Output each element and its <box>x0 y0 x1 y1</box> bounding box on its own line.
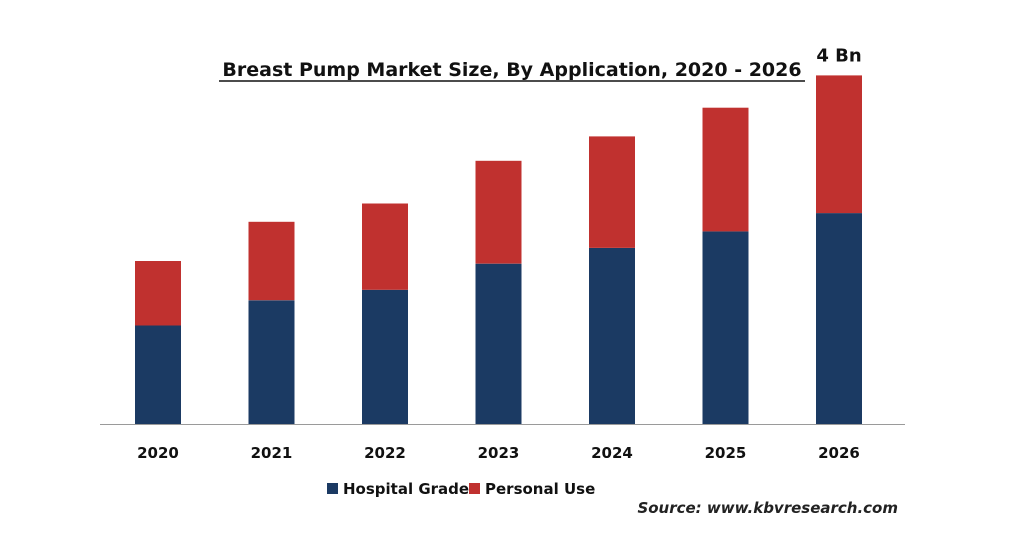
x-tick-label: 2024 <box>591 444 633 462</box>
data-label-annotation: 4 Bn <box>816 45 861 66</box>
x-ticks-group: 2020 2021 2022 2023 2024 2025 2026 <box>137 444 860 462</box>
x-tick-label: 2025 <box>705 444 747 462</box>
bar-hospital-grade-2020 <box>135 325 181 424</box>
x-tick-label: 2026 <box>818 444 860 462</box>
bar-personal-use-2021 <box>248 221 295 301</box>
annotations-group: 4 Bn <box>816 45 861 66</box>
bar-hospital-grade-2026 <box>816 213 862 424</box>
bar-personal-use-2022 <box>362 203 408 290</box>
legend-label-hospital-grade: Hospital Grade <box>343 480 469 498</box>
bar-personal-use-2020 <box>135 261 181 326</box>
bar-hospital-grade-2025 <box>702 231 749 424</box>
x-tick-label: 2022 <box>364 444 406 462</box>
bar-hospital-grade-2022 <box>362 289 408 424</box>
bar-hospital-grade-2023 <box>475 263 522 424</box>
bar-hospital-grade-2021 <box>248 300 295 424</box>
legend-label-personal-use: Personal Use <box>485 480 595 498</box>
legend-swatch-hospital-grade <box>327 483 338 494</box>
x-tick-label: 2021 <box>251 444 293 462</box>
bar-personal-use-2024 <box>589 136 635 248</box>
legend: Hospital Grade Personal Use <box>327 480 595 498</box>
bar-personal-use-2026 <box>816 75 862 214</box>
bar-personal-use-2023 <box>475 160 522 264</box>
x-tick-label: 2023 <box>478 444 520 462</box>
chart-title: Breast Pump Market Size, By Application,… <box>222 59 801 81</box>
bars-group <box>135 75 862 424</box>
source-note: Source: www.kbvresearch.com <box>637 499 898 517</box>
x-tick-label: 2020 <box>137 444 179 462</box>
legend-swatch-personal-use <box>469 483 480 494</box>
bar-personal-use-2025 <box>702 107 749 232</box>
bar-hospital-grade-2024 <box>589 248 635 424</box>
